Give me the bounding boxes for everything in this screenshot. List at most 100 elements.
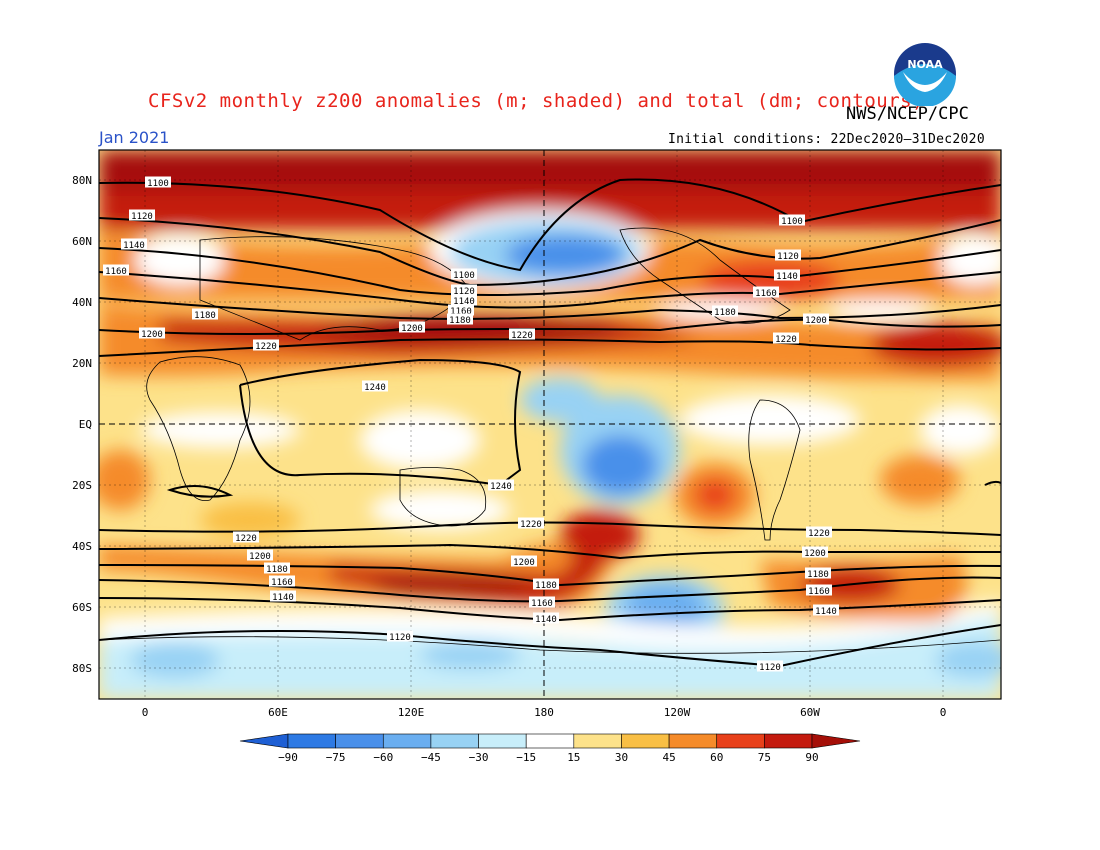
contour-labels: 1100112011401160118012001220110011201140… (103, 176, 839, 673)
contour-label: 1180 (535, 581, 557, 591)
initial-conditions: Initial conditions: 22Dec2020–31Dec2020 (668, 132, 985, 147)
contour-label: 1180 (807, 570, 829, 580)
contour-label-bg (447, 313, 473, 325)
contour-label-bg (775, 249, 801, 261)
contour-label: 1120 (453, 287, 475, 297)
contour-label: 1140 (776, 272, 798, 282)
colorbar-tick-label: 90 (805, 751, 818, 764)
contour-label: 1120 (759, 663, 781, 673)
contour-label-bg (802, 546, 828, 558)
contour-label-bg (803, 313, 829, 325)
contour-label: 1100 (453, 271, 475, 281)
colorbar-swatch (525, 733, 575, 749)
colorbar-tick-label: −90 (278, 751, 298, 764)
contour-label-bg (805, 567, 831, 579)
noaa-logo-icon: NOAA (894, 43, 956, 106)
contour-label-bg (509, 328, 535, 340)
contour-label: 1160 (450, 307, 472, 317)
contour-label-bg (806, 584, 832, 596)
colorbar-tick-label: −75 (326, 751, 346, 764)
colorbar-tick-label: 45 (662, 751, 675, 764)
contour-label-bg (264, 562, 290, 574)
contour-label: 1200 (805, 316, 827, 326)
lon-label: 0 (940, 706, 947, 719)
contour-label-bg (451, 268, 477, 280)
contour-label: 1180 (266, 565, 288, 575)
contour-label-bg (451, 294, 477, 306)
colorbar-tick-label: 60 (710, 751, 723, 764)
lon-label: 60E (268, 706, 288, 719)
lat-label: 60S (72, 601, 92, 614)
chart-title: CFSv2 monthly z200 anomalies (m; shaded)… (148, 90, 925, 112)
colorbar-tick-label: 30 (615, 751, 628, 764)
colorbar-tick-label: 75 (758, 751, 771, 764)
contour-label-bg (518, 517, 544, 529)
contour-label-bg (145, 176, 171, 188)
colorbar-swatch (573, 733, 622, 749)
contour-label: 1180 (714, 308, 736, 318)
contour-label: 1200 (401, 324, 423, 334)
contour-label: 1100 (781, 217, 803, 227)
contour-label: 1120 (777, 252, 799, 262)
lat-label: 40N (72, 296, 92, 309)
contour-label: 1200 (513, 558, 535, 568)
lon-label: 0 (142, 706, 149, 719)
contour-label: 1120 (131, 212, 153, 222)
contour-label-bg (129, 209, 155, 221)
contour-label: 1140 (272, 593, 294, 603)
contour-label-bg (533, 578, 559, 590)
contour-label: 1220 (511, 331, 533, 341)
contour-label-bg (387, 630, 413, 642)
contour-label-bg (773, 332, 799, 344)
colorbar-swatch (668, 733, 718, 749)
colorbar-swatch (382, 733, 432, 749)
contour-label-bg (488, 479, 514, 491)
contour-label-bg (813, 604, 839, 616)
latitude-axis: 80N 60N 40N 20N EQ 20S 40S 60S 80S (72, 174, 92, 675)
contour-label-bg (103, 264, 129, 276)
contour-label: 1160 (808, 587, 830, 597)
map-frame (98, 149, 1002, 700)
lat-label: 80N (72, 174, 92, 187)
contour-label: 1180 (449, 316, 471, 326)
contour-label: 1100 (147, 179, 169, 189)
lat-label: 40S (72, 540, 92, 553)
lat-label: 60N (72, 235, 92, 248)
contour-label: 1120 (389, 633, 411, 643)
contour-label-bg (806, 526, 832, 538)
longitude-axis: 0 60E 120E 180 120W 60W 0 (142, 706, 947, 719)
colorbar-swatch (478, 733, 527, 749)
colorbar-swatch (764, 733, 813, 749)
contour-label-bg (253, 339, 279, 351)
forecast-period: Jan 2021 (99, 128, 170, 147)
contour-label: 1160 (271, 578, 293, 588)
contour-label-bg (779, 214, 805, 226)
contour-label: 1220 (235, 534, 257, 544)
contour-label: 1240 (364, 383, 386, 393)
contour-label-bg (247, 549, 273, 561)
colorbar-swatch (621, 733, 670, 749)
contour-label-bg (233, 531, 259, 543)
contour-label: 1160 (105, 267, 127, 277)
colorbar-arrow-high (811, 733, 861, 749)
contour-label: 1200 (804, 549, 826, 559)
agency-label: NWS/NCEP/CPC (846, 104, 969, 124)
colorbar-swatch (716, 733, 765, 749)
colorbar-tick-label: −60 (373, 751, 393, 764)
contour-label: 1220 (775, 335, 797, 345)
lat-label: EQ (79, 418, 92, 431)
contour-label-bg (753, 286, 779, 298)
contour-label-bg (399, 321, 425, 333)
contour-label: 1140 (815, 607, 837, 617)
contour-label-bg (511, 555, 537, 567)
contour-label-bg (448, 304, 474, 316)
contour-label: 1200 (249, 552, 271, 562)
contour-label-bg (712, 305, 738, 317)
contour-label: 1160 (755, 289, 777, 299)
colorbar-tick-label: −15 (516, 751, 536, 764)
contour-label-bg (529, 596, 555, 608)
contour-label: 1160 (531, 599, 553, 609)
contour-label: 1140 (535, 615, 557, 625)
lon-label: 120E (398, 706, 425, 719)
